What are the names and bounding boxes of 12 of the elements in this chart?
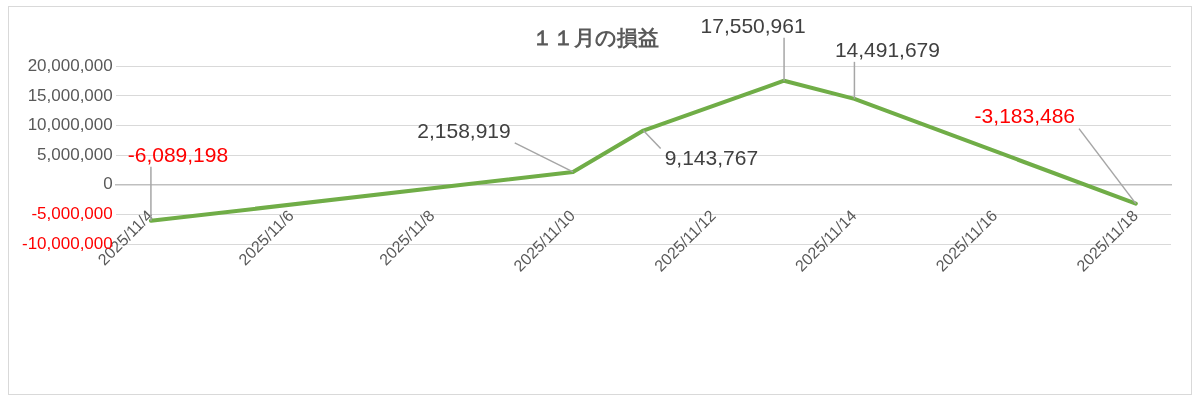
data-label: 2,158,919 xyxy=(417,118,511,142)
chart-title: １１月の損益 xyxy=(531,26,659,51)
data-label: 17,550,961 xyxy=(700,13,806,37)
data-label: 14,491,679 xyxy=(834,37,940,61)
y-tick-label: 5,000,000 xyxy=(37,144,113,164)
data-label: 9,143,767 xyxy=(664,146,759,170)
y-tick-label: 0 xyxy=(103,174,113,194)
y-tick-label: 10,000,000 xyxy=(27,115,113,135)
data-label: -6,089,198 xyxy=(127,142,229,166)
y-tick-label: 15,000,000 xyxy=(27,85,113,105)
data-label: -3,183,486 xyxy=(974,104,1076,128)
y-tick-label: 20,000,000 xyxy=(27,55,113,75)
